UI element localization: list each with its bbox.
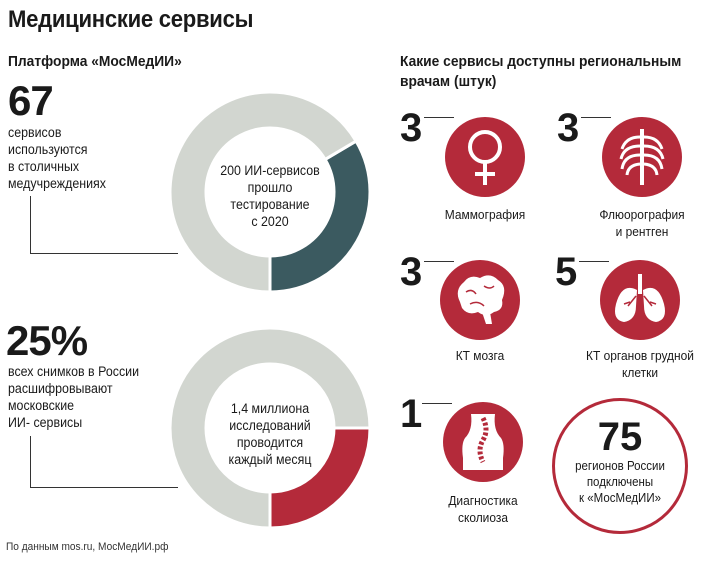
service-label-scoliosis: Диагностика сколиоза [448, 493, 518, 525]
service-count-scoliosis: 1 [400, 392, 423, 436]
donut-slice-1 [268, 139, 372, 294]
stat1-number: 67 [8, 77, 54, 124]
service-leader [579, 261, 609, 262]
regions-number: 75 [597, 415, 643, 459]
donut-chart-1 [168, 90, 372, 294]
source-note: По данным mos.ru, МосМедИИ.рф [6, 541, 169, 553]
donut-slice-2 [168, 326, 372, 530]
service-leader [581, 117, 611, 118]
regions-content: 75 регионов России подключены к «МосМедИ… [552, 416, 688, 506]
donut2-center-text: 1,4 миллиона исследований проводится каж… [228, 401, 312, 467]
service-label-mammography: Маммография [444, 207, 526, 222]
platform-heading: Платформа «МосМедИИ» [8, 53, 182, 70]
regions-circle [552, 398, 688, 534]
female-symbol-icon [468, 130, 502, 185]
service-icon-circle [600, 260, 680, 340]
service-count-fluorography: 3 [557, 106, 580, 150]
stat2-leader-vertical [30, 436, 31, 488]
lungs-icon [615, 274, 665, 322]
service-icon-circle [602, 117, 682, 197]
service-icon-circle [445, 117, 525, 197]
service-leader [424, 117, 454, 118]
donut1-center-text: 200 ИИ-сервисов прошло тестирование с 20… [220, 163, 320, 229]
stat2-description: всех снимков в России расшифровывают мос… [8, 364, 140, 430]
spine-icon [462, 414, 504, 470]
stat2-number: 25% [6, 317, 88, 364]
donut-chart-2 [168, 326, 372, 530]
service-count-brain-ct: 3 [400, 250, 423, 294]
service-count-chest-ct: 5 [555, 250, 578, 294]
donut-slice-2 [168, 90, 359, 294]
regions-text: регионов России подключены к «МосМедИИ» [575, 459, 665, 505]
service-icon-circle [443, 402, 523, 482]
ribcage-icon [619, 129, 665, 185]
stat1-leader-horizontal [30, 253, 178, 254]
stat1-description: сервисов используются в столичных медучр… [8, 125, 106, 191]
service-leader [422, 403, 452, 404]
services-heading: Какие сервисы доступны региональным врач… [400, 53, 682, 90]
service-leader [424, 261, 454, 262]
stat2-leader-horizontal [30, 487, 178, 488]
service-count-mammography: 3 [400, 106, 423, 150]
service-icon-circle [440, 260, 520, 340]
service-label-fluorography: Флюорография и рентген [599, 207, 685, 239]
stat1-leader-vertical [30, 196, 31, 254]
brain-icon [457, 275, 505, 324]
service-label-brain-ct: КТ мозга [455, 348, 505, 363]
page-title: Медицинские сервисы [8, 6, 254, 33]
service-label-chest-ct: КТ органов грудной клетки [586, 348, 694, 380]
